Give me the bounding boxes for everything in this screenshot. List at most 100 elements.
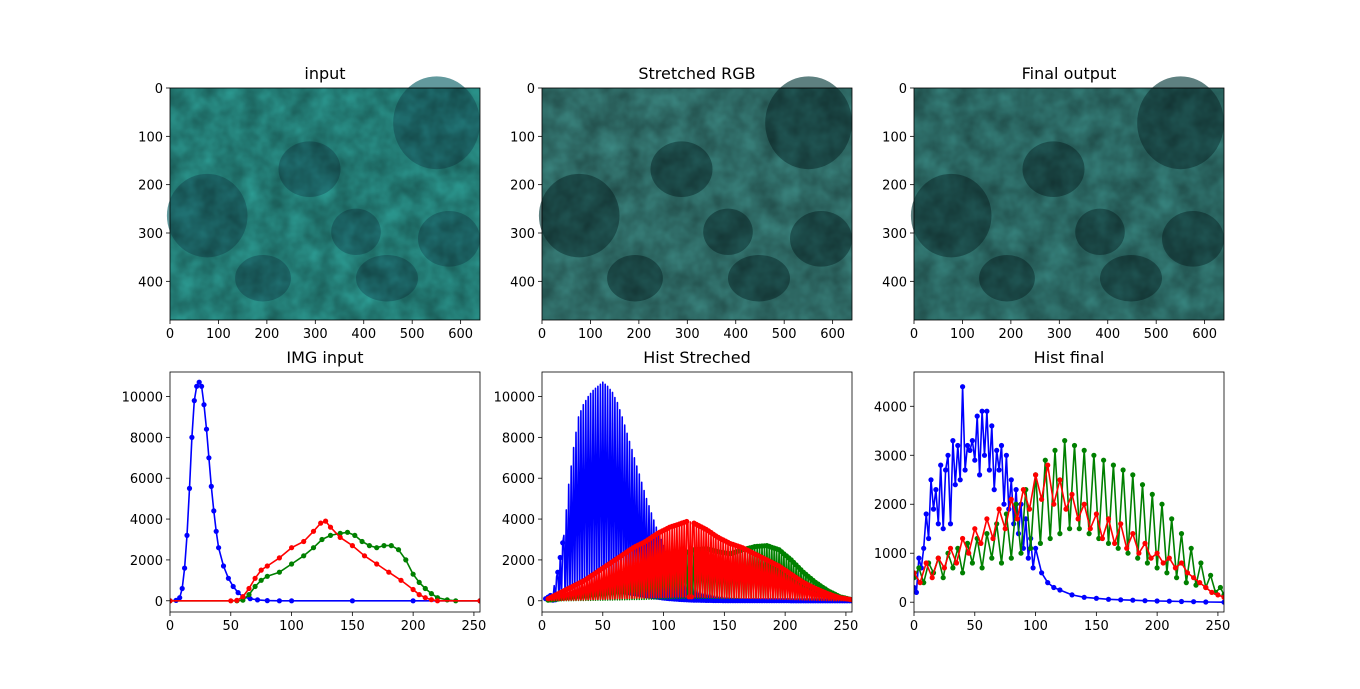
y-tick-label: 200 [138, 179, 163, 194]
data-point [1184, 570, 1191, 576]
panel-title: input [304, 64, 345, 83]
y-tick-label: 1000 [874, 547, 907, 562]
data-point [935, 555, 941, 561]
panel-title: Final output [1022, 64, 1117, 83]
series-line [547, 520, 852, 602]
y-tick-label: 10000 [122, 391, 163, 406]
data-point [211, 508, 217, 514]
data-point [1025, 555, 1031, 561]
data-point [1166, 555, 1172, 561]
data-point [996, 467, 1002, 473]
series-2 [914, 462, 1224, 600]
data-point [996, 506, 1002, 512]
data-point [933, 487, 939, 493]
data-point [434, 598, 441, 604]
data-point [319, 536, 325, 543]
data-point [235, 590, 241, 596]
y-tick-label: 6000 [502, 472, 535, 487]
data-point [950, 438, 956, 444]
data-point [1130, 531, 1136, 537]
data-point [1178, 560, 1185, 566]
data-point [1203, 584, 1209, 591]
axes-frame [169, 371, 481, 613]
x-tick-label: 150 [1084, 619, 1109, 634]
histogram-chart-1: Hist Streched 0 50 100 150 200 250 0 2000 4000 600… [494, 348, 859, 634]
data-point [203, 426, 210, 432]
y-tick-label: 4000 [874, 400, 907, 415]
y-tick-label: 400 [510, 275, 535, 290]
data-point [182, 565, 188, 571]
data-point [359, 538, 365, 545]
data-point [1051, 501, 1057, 507]
data-point [191, 398, 197, 404]
data-point [1075, 516, 1081, 522]
data-point [962, 467, 968, 473]
data-point [1118, 521, 1124, 527]
data-point [310, 528, 317, 534]
plot-area [170, 379, 480, 604]
data-point [928, 477, 934, 483]
data-point [208, 483, 214, 489]
data-point [1069, 592, 1075, 598]
data-point [1154, 550, 1160, 556]
data-point [953, 560, 960, 566]
data-point [1076, 526, 1082, 532]
data-point [1030, 565, 1036, 571]
data-point [1178, 531, 1185, 537]
data-point [1142, 540, 1148, 547]
x-tick-label: 300 [675, 327, 700, 342]
x-tick-label: 600 [1192, 327, 1217, 342]
x-tick-label: 200 [773, 619, 798, 634]
data-point [258, 567, 264, 573]
data-point [1062, 438, 1068, 444]
data-point [1118, 597, 1124, 603]
data-point [916, 565, 922, 571]
data-point [1139, 482, 1146, 488]
data-point [254, 597, 261, 603]
data-point [264, 563, 270, 569]
data-point [1154, 598, 1160, 604]
data-point [247, 596, 253, 602]
data-point [1069, 491, 1075, 497]
x-tick-label: 500 [400, 327, 425, 342]
data-point [555, 569, 561, 575]
data-point [991, 487, 997, 493]
data-point [349, 543, 355, 549]
data-point [199, 383, 205, 389]
data-point [179, 585, 185, 592]
x-tick-label: 0 [166, 327, 174, 342]
data-point [916, 555, 922, 561]
data-point [337, 534, 343, 541]
data-point [1154, 565, 1160, 571]
data-point [410, 586, 416, 593]
data-point [416, 592, 422, 598]
data-point [1169, 516, 1175, 522]
data-point [318, 520, 324, 526]
data-point [984, 516, 990, 522]
x-tick-label: 0 [538, 327, 546, 342]
data-point [374, 545, 380, 551]
data-point [374, 561, 380, 567]
x-tick-label: 400 [351, 327, 376, 342]
data-point [1039, 496, 1045, 502]
data-point [428, 591, 434, 597]
data-point [1115, 545, 1121, 551]
axes-frame [541, 371, 853, 613]
data-point [974, 413, 980, 419]
data-point [213, 528, 219, 534]
data-point [998, 442, 1005, 449]
y-tick-label: 4000 [130, 513, 163, 528]
data-point [989, 555, 995, 561]
data-point [969, 438, 976, 444]
data-point [1071, 442, 1078, 449]
panel-frame [913, 87, 1225, 321]
data-point [967, 447, 973, 453]
data-point [1063, 506, 1069, 512]
data-point [560, 540, 566, 546]
data-point [184, 532, 190, 539]
x-tick-label: 300 [1047, 327, 1072, 342]
x-tick-label: 100 [578, 327, 603, 342]
data-point [957, 477, 963, 483]
image-panel-2: Final output 0 100 200 300 400 500 600 0 100 200 30… [882, 64, 1225, 342]
x-tick-label: 500 [1144, 327, 1169, 342]
